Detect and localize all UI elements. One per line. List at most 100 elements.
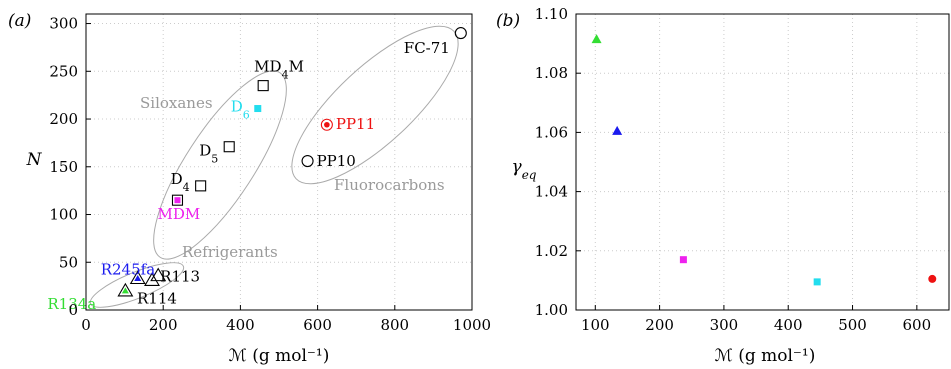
- panel-a-point-label-fc-71: FC-71: [404, 39, 450, 57]
- panel-a-point-label-r134a: R134a: [47, 295, 96, 313]
- label-subscript: 4: [282, 68, 289, 81]
- panel-b-x-ticks: 100 200 300 400 500 600: [581, 305, 931, 334]
- panel-a-point-pp11-outline: [320, 118, 333, 131]
- panel-b-point-4: [928, 274, 937, 283]
- panel-a-x-tick-label: 1000: [453, 316, 491, 334]
- panel-a-x-ticks: 0 200 400 600 800 1000: [81, 305, 491, 334]
- panel-b-y-tick-label: 1.04: [535, 183, 568, 201]
- panel-a-point-d5: [223, 141, 235, 153]
- label-main: MD: [254, 58, 281, 76]
- panel-a-point-d6: [254, 105, 262, 113]
- panel-b-x-tick-label: 500: [838, 316, 867, 334]
- panel-b-y-axis-label: γeq: [512, 157, 537, 182]
- panel-b-x-tick-label: 600: [903, 316, 932, 334]
- panel-b-y-tick-label: 1.02: [535, 242, 568, 260]
- panel-a-y-tick-label: 200: [49, 110, 78, 128]
- fluorocarbons-ellipse: [291, 25, 459, 185]
- panel-b-y-tick-label: 1.00: [535, 301, 568, 319]
- panel-a-y-tick-label: 150: [49, 158, 78, 176]
- panel-a-point-label-md4m: MD4M: [254, 58, 304, 82]
- panel-a-point-r134a-core: [121, 287, 129, 294]
- panel-a-point-pp11-core: [324, 121, 330, 128]
- panel-a-point-fc-71-outline: [454, 27, 467, 40]
- panel-a-y-ticks: 0 50 100 150 200 250 300: [49, 15, 91, 319]
- panel-a-group-ellipses: [89, 25, 459, 308]
- panel-a-point-mdm-outline: [171, 194, 184, 206]
- panel-a-point-labels: R134aR245faR114R113MDMD4D5D6MD4MPP10PP11…: [47, 39, 449, 313]
- panel-a-point-label-pp11: PP11: [336, 115, 375, 133]
- panel-b-y-ticks: 1.00 1.02 1.04 1.06 1.08 1.10: [535, 5, 581, 319]
- label-tail: M: [289, 58, 304, 76]
- siloxanes-ellipse: [153, 70, 287, 260]
- panel-a-point-label-pp10: PP10: [317, 152, 356, 170]
- panel-b-y-tick-label: 1.08: [535, 64, 568, 82]
- panel-a-point-pp11: [320, 118, 333, 131]
- panel-a-point-d4-outline: [195, 180, 207, 192]
- group-label-refrigerants: Refrigerants: [182, 243, 278, 261]
- panel-a-point-label-mdm: MDM: [157, 205, 200, 223]
- panel-b: (b) 100 200 300 400 500 600 1.001.021.041.061…: [496, 5, 950, 366]
- panel-b-x-tick-label: 100: [581, 316, 610, 334]
- panel-b-point-1-mark: [612, 125, 623, 135]
- panel-a-point-r245fa-outline: [129, 270, 146, 285]
- panel-b-point-3: [813, 278, 821, 286]
- panel-a-point-fc-71: [454, 27, 467, 40]
- panel-b-point-2: [679, 256, 687, 264]
- panel-a-point-label-d4: D4: [171, 170, 190, 194]
- panel-a-x-tick-label: 800: [380, 316, 409, 334]
- panel-a-frame: [85, 13, 473, 311]
- panel-a-point-r113: [150, 267, 167, 282]
- label-main: D: [199, 142, 211, 160]
- panel-b-point-2-mark: [679, 256, 687, 264]
- panel-a-point-label-r245fa: R245fa: [101, 260, 155, 278]
- label-subscript: 5: [211, 152, 218, 165]
- panel-b-grid: [576, 13, 949, 311]
- panel-a-point-r134a-outline: [117, 282, 134, 297]
- panel-a-x-tick-label: 0: [81, 316, 91, 334]
- panel-a-point-d5-outline: [223, 141, 235, 153]
- panel-a-point-r245fa-core: [134, 274, 142, 281]
- panel-a-point-md4m-outline: [257, 80, 269, 92]
- panel-b-x-tick-label: 200: [645, 316, 674, 334]
- panel-a-y-tick-label: 0: [68, 301, 78, 319]
- label-subscript: 4: [183, 180, 190, 193]
- panel-a-point-r113-outline: [150, 267, 167, 282]
- panel-a-x-tick-label: 200: [149, 316, 178, 334]
- panel-a-point-mdm-core: [174, 197, 181, 204]
- panel-a-point-r114-outline: [144, 272, 160, 286]
- panel-a-x-tick-label: 400: [226, 316, 255, 334]
- panel-a-point-label-d6: D6: [231, 98, 250, 122]
- panel-b-x-axis-label: ℳ (g mol⁻¹): [715, 346, 816, 366]
- panel-b-frame: [575, 13, 950, 311]
- refrigerants-ellipse: [89, 262, 185, 308]
- panel-a-point-md4m: [257, 80, 269, 92]
- panel-a-y-tick-label: 50: [59, 253, 78, 271]
- panel-a-y-tick-label: 300: [49, 15, 78, 33]
- panel-a-y-tick-label: 100: [49, 206, 78, 224]
- panel-a-y-axis-label: N: [26, 150, 43, 170]
- label-subscript: 6: [243, 108, 250, 121]
- gamma-symbol: γ: [512, 157, 523, 177]
- panel-b-x-tick-label: 300: [710, 316, 739, 334]
- panel-a: (a) Siloxanes Fluorocarbons Refrigerants…: [8, 11, 491, 366]
- panel-b-point-3-mark: [813, 278, 821, 286]
- panel-a-point-label-d5: D5: [199, 142, 218, 166]
- gamma-subscript: eq: [522, 168, 537, 182]
- panel-a-point-r245fa: [129, 270, 146, 285]
- panel-a-point-pp10-outline: [301, 154, 314, 168]
- panel-a-label: (a): [8, 11, 31, 31]
- panel-a-x-tick-label: 600: [303, 316, 332, 334]
- panel-a-point-d6-mark: [254, 105, 262, 113]
- panel-a-y-tick-label: 250: [49, 62, 78, 80]
- panel-b-points: [591, 34, 937, 286]
- group-label-siloxanes: Siloxanes: [140, 94, 213, 112]
- panel-a-point-r134a: [117, 282, 134, 297]
- panel-b-label: (b): [496, 11, 520, 31]
- group-label-fluorocarbons: Fluorocarbons: [334, 176, 445, 194]
- panel-b-y-tick-label: 1.06: [535, 123, 568, 141]
- label-main: D: [171, 170, 183, 188]
- panel-b-point-1: [612, 125, 623, 135]
- panel-a-x-axis-label: ℳ (g mol⁻¹): [229, 346, 330, 366]
- panel-a-point-mdm: [171, 194, 184, 206]
